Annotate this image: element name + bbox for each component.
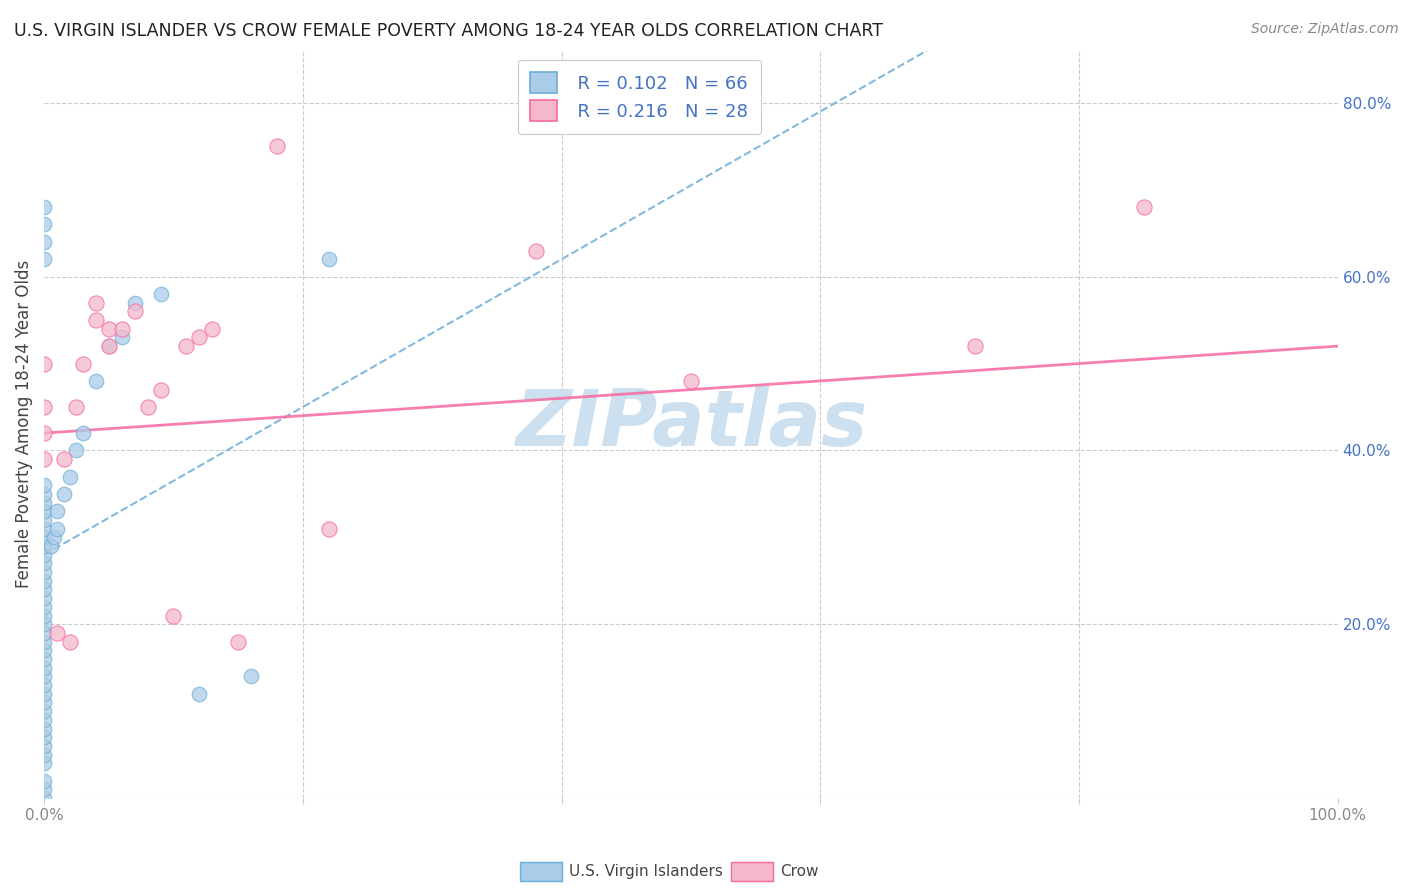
Point xyxy=(46,626,69,640)
Point xyxy=(965,339,987,353)
Point xyxy=(32,522,55,536)
Y-axis label: Female Poverty Among 18-24 Year Olds: Female Poverty Among 18-24 Year Olds xyxy=(15,260,32,589)
Point xyxy=(97,339,120,353)
Text: U.S. Virgin Islanders: U.S. Virgin Islanders xyxy=(569,864,723,879)
Point xyxy=(32,730,55,744)
Point xyxy=(32,782,55,797)
Point xyxy=(32,599,55,614)
Point xyxy=(32,565,55,579)
Point xyxy=(32,747,55,762)
Point xyxy=(32,687,55,701)
Point xyxy=(39,539,62,553)
Point xyxy=(162,608,184,623)
Point xyxy=(266,139,288,153)
Point xyxy=(32,652,55,666)
Point xyxy=(240,669,263,683)
Point xyxy=(32,357,55,371)
Point xyxy=(32,756,55,771)
Point xyxy=(84,374,107,388)
Point xyxy=(32,252,55,267)
Point xyxy=(32,487,55,501)
Point xyxy=(32,722,55,736)
Point xyxy=(32,608,55,623)
Point xyxy=(32,235,55,249)
Point xyxy=(32,739,55,753)
Point xyxy=(149,383,172,397)
Point xyxy=(524,244,547,258)
Point xyxy=(32,452,55,467)
Point xyxy=(32,513,55,527)
Point xyxy=(32,425,55,440)
Point xyxy=(32,495,55,509)
Point xyxy=(32,626,55,640)
Point xyxy=(201,322,224,336)
Point xyxy=(32,574,55,588)
Text: U.S. VIRGIN ISLANDER VS CROW FEMALE POVERTY AMONG 18-24 YEAR OLDS CORRELATION CH: U.S. VIRGIN ISLANDER VS CROW FEMALE POVE… xyxy=(14,22,883,40)
Point xyxy=(32,582,55,597)
Text: Source: ZipAtlas.com: Source: ZipAtlas.com xyxy=(1251,22,1399,37)
Point xyxy=(32,478,55,492)
Point xyxy=(188,687,211,701)
Point xyxy=(84,313,107,327)
Point xyxy=(226,634,249,648)
Point xyxy=(188,330,211,344)
Point xyxy=(124,304,146,318)
Point xyxy=(46,504,69,518)
Point xyxy=(176,339,198,353)
Point xyxy=(97,339,120,353)
Point xyxy=(32,634,55,648)
Point xyxy=(32,643,55,657)
Point xyxy=(318,522,340,536)
Point xyxy=(679,374,702,388)
Point xyxy=(32,773,55,788)
Point xyxy=(32,791,55,805)
Point xyxy=(32,530,55,544)
Point xyxy=(32,661,55,675)
Point xyxy=(32,617,55,632)
Point xyxy=(149,287,172,301)
Point xyxy=(318,252,340,267)
Point xyxy=(65,443,87,458)
Point xyxy=(32,678,55,692)
Point xyxy=(32,548,55,562)
Point xyxy=(72,425,94,440)
Point xyxy=(84,295,107,310)
Point xyxy=(136,400,159,414)
Point xyxy=(52,487,75,501)
Point xyxy=(52,452,75,467)
Point xyxy=(1132,200,1154,214)
Point xyxy=(111,322,134,336)
Point xyxy=(46,522,69,536)
Point xyxy=(65,400,87,414)
Point xyxy=(111,330,134,344)
Point xyxy=(59,634,82,648)
Point xyxy=(32,218,55,232)
Point xyxy=(32,557,55,571)
Point xyxy=(32,539,55,553)
Point xyxy=(32,200,55,214)
Point xyxy=(32,696,55,710)
Point xyxy=(97,322,120,336)
Point xyxy=(32,704,55,718)
Legend:   R = 0.102   N = 66,   R = 0.216   N = 28: R = 0.102 N = 66, R = 0.216 N = 28 xyxy=(517,60,761,134)
Point xyxy=(32,400,55,414)
Text: Crow: Crow xyxy=(780,864,818,879)
Point xyxy=(72,357,94,371)
Point xyxy=(124,295,146,310)
Text: ZIPatlas: ZIPatlas xyxy=(515,386,868,462)
Point xyxy=(32,669,55,683)
Point xyxy=(32,504,55,518)
Point xyxy=(32,713,55,727)
Point xyxy=(59,469,82,483)
Point xyxy=(44,530,66,544)
Point xyxy=(32,591,55,606)
